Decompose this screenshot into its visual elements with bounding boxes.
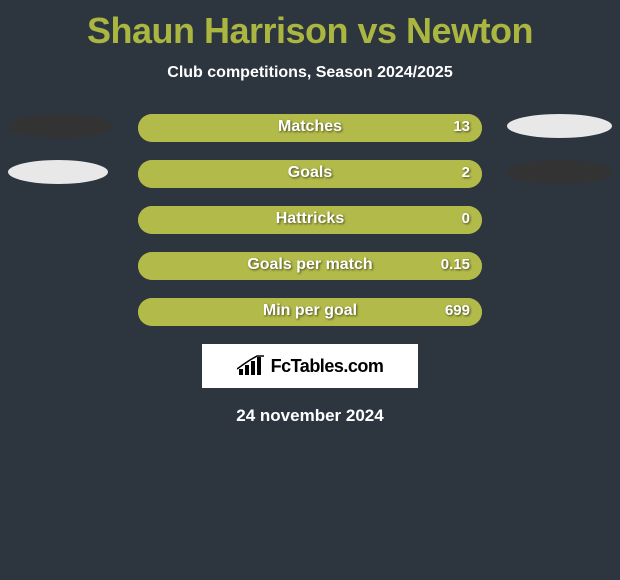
stat-row: Matches13 <box>0 114 620 142</box>
comparison-chart: Matches13 Goals2 Hattricks0 Goals per match… <box>0 114 620 326</box>
logo-box: FcTables.com <box>202 344 418 388</box>
player-right-oval <box>507 160 612 184</box>
stat-value-right: 699 <box>445 302 470 319</box>
stat-value-right: 0.15 <box>441 256 470 273</box>
stat-label: Goals <box>138 164 482 182</box>
player-left-oval <box>8 160 108 184</box>
bars-icon <box>237 355 265 377</box>
stat-bar-track: Goals2 <box>138 160 482 188</box>
stat-row: Hattricks0 <box>0 206 620 234</box>
stat-row: Goals per match0.15 <box>0 252 620 280</box>
page-title: Shaun Harrison vs Newton <box>0 0 620 52</box>
stat-bar-track: Matches13 <box>138 114 482 142</box>
stat-bar-track: Hattricks0 <box>138 206 482 234</box>
stat-label: Hattricks <box>138 210 482 228</box>
stat-value-right: 0 <box>462 210 470 227</box>
logo-text: FcTables.com <box>271 356 384 377</box>
stat-label: Min per goal <box>138 302 482 320</box>
stat-bar-track: Min per goal699 <box>138 298 482 326</box>
stat-row: Min per goal699 <box>0 298 620 326</box>
date-label: 24 november 2024 <box>0 406 620 426</box>
player-left-oval <box>8 114 113 138</box>
stat-label: Matches <box>138 118 482 136</box>
stat-label: Goals per match <box>138 256 482 274</box>
page-subtitle: Club competitions, Season 2024/2025 <box>0 64 620 82</box>
stat-value-right: 13 <box>453 118 470 135</box>
player-right-oval <box>507 114 612 138</box>
stat-value-right: 2 <box>462 164 470 181</box>
stat-row: Goals2 <box>0 160 620 188</box>
stat-bar-track: Goals per match0.15 <box>138 252 482 280</box>
